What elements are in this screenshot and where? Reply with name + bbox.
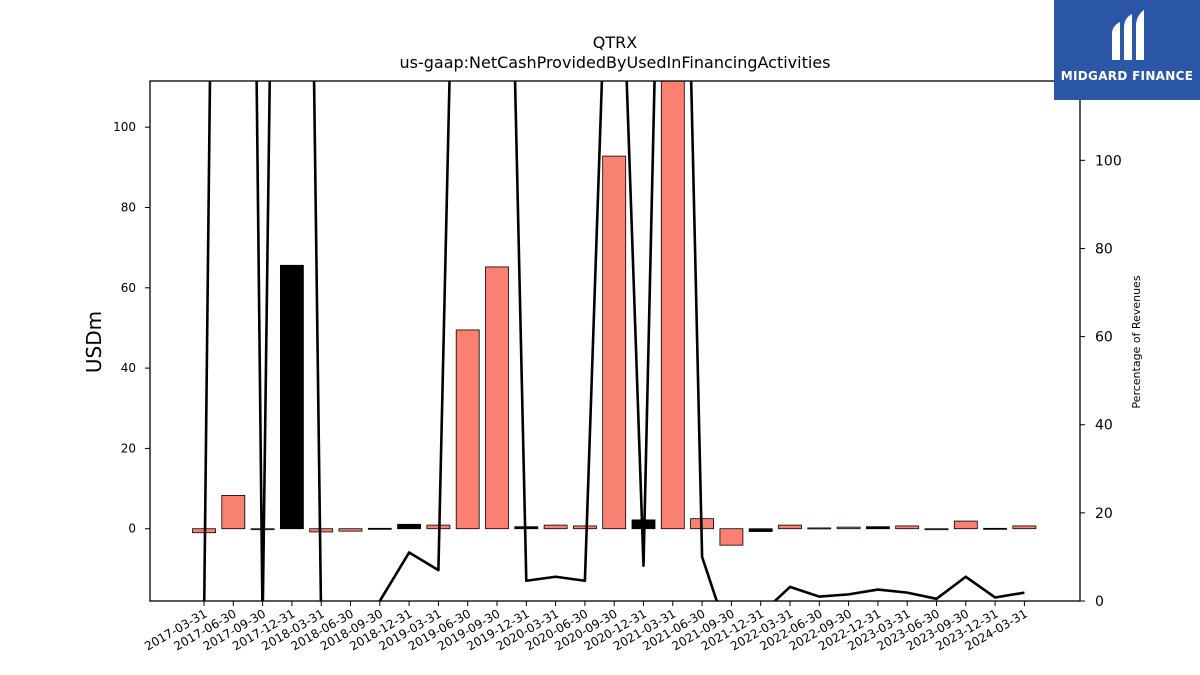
y-tick-label: 100 bbox=[113, 120, 136, 134]
bar bbox=[836, 526, 861, 530]
y-tick-label: 40 bbox=[121, 361, 136, 375]
revenue-pct-line bbox=[202, 81, 1025, 601]
logo-text: MIDGARD FINANCE bbox=[1060, 69, 1194, 83]
bar bbox=[983, 527, 1007, 530]
plot-frame bbox=[149, 80, 1081, 602]
bar bbox=[602, 155, 627, 530]
bar bbox=[338, 528, 363, 532]
brand-logo: MIDGARD FINANCE bbox=[1054, 0, 1200, 100]
bar bbox=[924, 528, 949, 531]
bar bbox=[221, 494, 246, 530]
y-tick-label: 20 bbox=[121, 441, 136, 455]
y2-tick-label: 20 bbox=[1095, 506, 1113, 522]
chart-title: QTRX bbox=[593, 33, 637, 52]
y-axis-label: USDm bbox=[82, 311, 106, 373]
bar bbox=[807, 527, 832, 530]
logo-mark-icon bbox=[1112, 10, 1144, 60]
chart-subtitle: us-gaap:NetCashProvidedByUsedInFinancing… bbox=[399, 53, 830, 72]
bar bbox=[455, 329, 480, 530]
y-tick-label: 80 bbox=[121, 200, 136, 214]
y-tick-label: 0 bbox=[128, 522, 136, 536]
bar bbox=[778, 524, 802, 530]
bar bbox=[543, 524, 568, 530]
bar bbox=[748, 528, 773, 532]
bar bbox=[660, 81, 685, 530]
y2-axis-label: Percentage of Revenues bbox=[1130, 275, 1143, 408]
y2-tick-label: 0 bbox=[1095, 594, 1104, 610]
bar bbox=[367, 527, 392, 530]
y2-tick-label: 40 bbox=[1095, 418, 1113, 434]
bar bbox=[719, 528, 744, 546]
bar bbox=[397, 523, 422, 530]
bar bbox=[279, 264, 304, 530]
bar bbox=[573, 525, 597, 530]
bar bbox=[866, 526, 890, 530]
y2-tick-label: 80 bbox=[1095, 241, 1113, 257]
bar bbox=[1012, 525, 1037, 530]
bar bbox=[485, 266, 509, 530]
y2-tick-label: 60 bbox=[1095, 330, 1113, 346]
bar bbox=[953, 520, 978, 530]
y2-tick-label: 100 bbox=[1095, 153, 1122, 169]
y-tick-label: 60 bbox=[121, 281, 136, 295]
bar bbox=[895, 525, 920, 530]
